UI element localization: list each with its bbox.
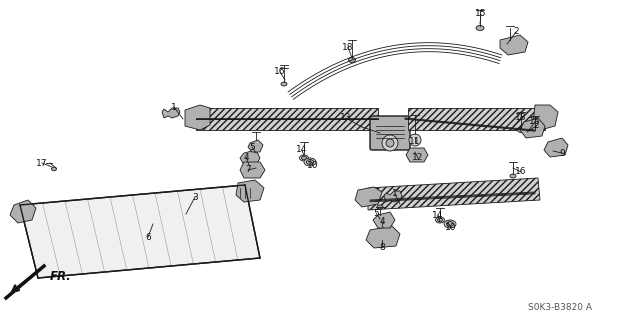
Ellipse shape	[349, 57, 355, 63]
Polygon shape	[408, 108, 545, 130]
Polygon shape	[406, 148, 428, 162]
Polygon shape	[373, 212, 395, 228]
Ellipse shape	[447, 221, 454, 226]
Text: 10: 10	[445, 224, 457, 233]
Text: 1: 1	[392, 189, 398, 198]
Circle shape	[386, 139, 394, 147]
Text: 15: 15	[476, 10, 487, 19]
Text: 6: 6	[145, 233, 151, 241]
Ellipse shape	[301, 156, 307, 160]
Ellipse shape	[510, 174, 516, 178]
Text: 16: 16	[275, 68, 285, 77]
Polygon shape	[196, 108, 378, 130]
Text: 4: 4	[243, 152, 249, 161]
Ellipse shape	[304, 158, 316, 166]
Ellipse shape	[444, 220, 456, 228]
Polygon shape	[162, 108, 180, 118]
Polygon shape	[500, 35, 528, 55]
Polygon shape	[368, 178, 540, 210]
Ellipse shape	[531, 130, 538, 135]
Text: 8: 8	[379, 242, 385, 251]
Polygon shape	[10, 200, 36, 223]
Polygon shape	[236, 180, 264, 202]
Circle shape	[409, 134, 421, 146]
Text: 18: 18	[515, 114, 527, 122]
FancyBboxPatch shape	[370, 116, 410, 150]
Polygon shape	[248, 140, 263, 152]
Text: 1: 1	[171, 102, 177, 112]
Polygon shape	[355, 187, 382, 207]
Text: FR.: FR.	[50, 271, 72, 284]
Polygon shape	[240, 150, 260, 165]
Text: 17: 17	[36, 159, 48, 167]
Text: 4: 4	[379, 217, 385, 226]
Ellipse shape	[438, 218, 442, 222]
Ellipse shape	[300, 155, 308, 161]
Polygon shape	[185, 105, 210, 130]
Text: 2: 2	[533, 122, 539, 130]
Text: 5: 5	[373, 209, 379, 218]
Text: 5: 5	[249, 143, 255, 152]
Text: 18: 18	[342, 42, 354, 51]
Ellipse shape	[281, 82, 287, 86]
Circle shape	[382, 135, 398, 151]
Polygon shape	[520, 118, 545, 138]
Text: 16: 16	[515, 167, 527, 176]
Ellipse shape	[435, 217, 445, 223]
Text: 15: 15	[529, 117, 541, 127]
Text: 2: 2	[513, 27, 519, 36]
Ellipse shape	[377, 205, 383, 209]
Ellipse shape	[307, 160, 314, 165]
Text: 7: 7	[245, 166, 251, 174]
Text: 9: 9	[559, 149, 565, 158]
Text: 11: 11	[409, 137, 420, 146]
Text: 14: 14	[432, 211, 444, 219]
Polygon shape	[240, 162, 265, 178]
Ellipse shape	[51, 167, 56, 171]
Polygon shape	[533, 105, 558, 130]
Text: 14: 14	[296, 145, 308, 154]
Polygon shape	[6, 266, 44, 298]
Ellipse shape	[518, 128, 525, 132]
Text: 3: 3	[192, 192, 198, 202]
Text: S0K3-B3820 A: S0K3-B3820 A	[528, 303, 592, 313]
Polygon shape	[20, 185, 260, 278]
Polygon shape	[384, 191, 402, 202]
Text: 12: 12	[412, 153, 424, 162]
Polygon shape	[544, 138, 568, 157]
Text: 10: 10	[307, 160, 319, 169]
Ellipse shape	[476, 26, 484, 31]
Text: 13: 13	[340, 114, 352, 122]
Polygon shape	[366, 226, 400, 248]
